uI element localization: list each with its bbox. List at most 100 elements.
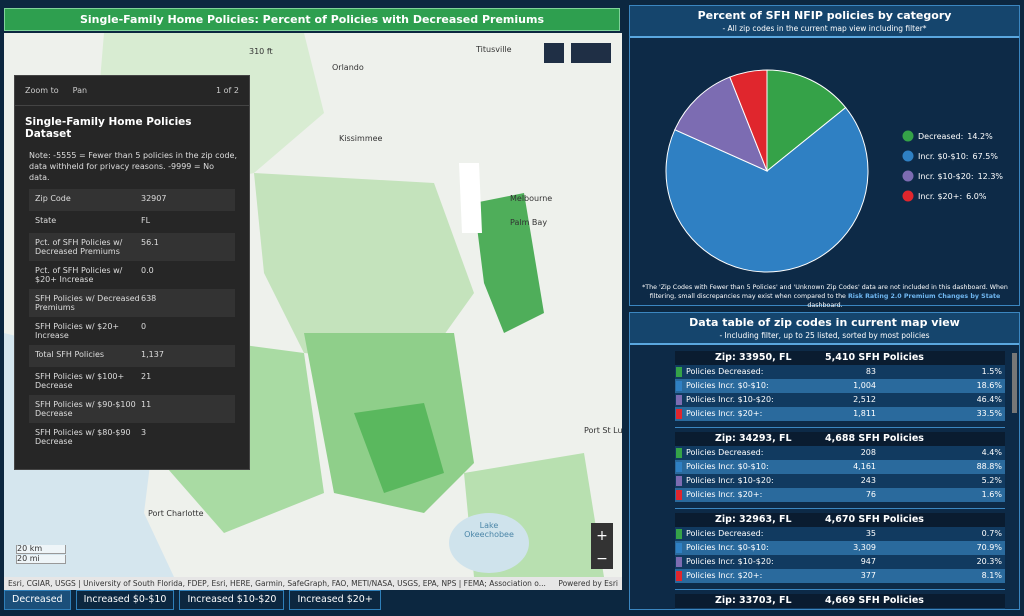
row-pct: 20.3% <box>976 557 1002 566</box>
popup: Zoom to Pan 1 of 2 Single-Family Home Po… <box>14 75 250 470</box>
field-value: 0 <box>141 322 147 331</box>
row-label: Policies Incr. $0-$10: <box>686 462 769 471</box>
row-pct: 4.4% <box>981 448 1002 457</box>
zoom-in[interactable]: + <box>596 528 608 544</box>
map-tools[interactable] <box>571 43 611 63</box>
field-value: 3 <box>141 428 147 437</box>
zip-area <box>254 173 474 363</box>
row-count: 208 <box>860 448 876 457</box>
zip-row: Policies Decreased: 35 0.7% <box>675 527 1005 541</box>
legend-swatch <box>902 130 914 142</box>
pager[interactable]: 1 of 2 <box>216 86 239 95</box>
dashboard-title: Single-Family Home Policies: Percent of … <box>4 8 620 31</box>
tab[interactable]: Decreased <box>4 590 71 610</box>
table-body: Zip: 33950, FL 5,410 SFH Policies Policies… <box>630 351 1019 609</box>
zoom-control[interactable] <box>591 523 613 569</box>
pie-slice <box>674 76 768 172</box>
row-pct: 5.2% <box>981 476 1002 485</box>
row-swatch <box>676 571 682 581</box>
row-pct: 1.6% <box>981 490 1002 499</box>
tab[interactable]: Increased $0-$10 <box>75 590 175 610</box>
scrollbar[interactable] <box>1012 353 1017 413</box>
tab[interactable]: Increased $10-$20 <box>179 590 285 610</box>
field-value: 638 <box>141 294 157 303</box>
zip-total: 4,670 SFH Policies <box>825 514 924 525</box>
zip-row: Policies Incr. $0-$10: 1,004 18.6% <box>675 379 1005 393</box>
table-subtitle: - Including filter, up to 25 listed, sor… <box>719 331 930 340</box>
row-swatch <box>676 448 682 458</box>
zip-block: Zip: 32963, FL 4,670 SFH Policies Policies… <box>675 508 1005 583</box>
powered-by: Powered by Esri <box>558 579 618 588</box>
zip-header: Zip: 32963, FL 4,670 SFH Policies <box>675 513 1005 527</box>
zip-row: Policies Incr. $0-$10: 3,309 70.9% <box>675 541 1005 555</box>
row-label: Policies Incr. $0-$10: <box>686 381 769 390</box>
legend-swatch <box>902 190 914 202</box>
zip-header: Zip: 33703, FL 4,669 SFH Policies <box>675 594 1005 608</box>
field-label: SFH Policies w/ Decreased Premiums <box>35 294 140 312</box>
map-label: Lake Okeechobee <box>464 521 514 539</box>
zip-row: Policies Incr. $0-$10: 4,161 88.8% <box>675 460 1005 474</box>
row-swatch <box>676 395 682 405</box>
pie-chart: Decreased: 14.2%Incr. $0-$10: 67.5%Incr. $… <box>665 69 1004 273</box>
zoom-out[interactable]: − <box>596 551 608 567</box>
field-label: SFH Policies w/ $90-$100 Decrease <box>35 400 136 418</box>
row-count: 35 <box>865 529 876 538</box>
zip-row: Policies Incr. $20+: 377 8.1% <box>675 569 1005 583</box>
zip-code: Zip: 33703, FL <box>715 595 792 606</box>
field-label: Zip Code <box>35 194 71 203</box>
pan[interactable]: Pan <box>72 86 88 95</box>
row-swatch <box>676 367 682 377</box>
row-label: Policies Incr. $20+: <box>686 571 763 580</box>
row-swatch <box>676 543 682 553</box>
pie-header: Percent of SFH NFIP policies by category… <box>630 6 1019 38</box>
zip-header: Zip: 33950, FL 5,410 SFH Policies <box>675 351 1005 365</box>
scale-bar: 20 mi <box>16 555 66 564</box>
field-value: 56.1 <box>141 238 159 247</box>
row-label: Policies Decreased: <box>686 529 764 538</box>
field-label: SFH Policies w/ $80-$90 Decrease <box>35 428 131 446</box>
map-label: Orlando <box>332 63 364 72</box>
field-row: SFH Policies w/ $80-$90 Decrease 3 <box>29 423 235 451</box>
legend-value: 12.3% <box>978 172 1004 181</box>
legend-swatch <box>902 150 914 162</box>
zip-block: Zip: 34293, FL 4,688 SFH Policies Policies… <box>675 427 1005 502</box>
field-row: State FL <box>29 211 235 233</box>
footnote-link[interactable]: Risk Rating 2.0 Premium Changes by State <box>847 293 1001 300</box>
row-label: Policies Incr. $10-$20: <box>686 395 774 404</box>
legend-label: Incr. $0-$10: 67.5% <box>918 152 998 161</box>
field-row: Total SFH Policies 1,137 <box>29 345 235 367</box>
row-count: 377 <box>860 571 876 580</box>
field-value: 0.0 <box>141 266 154 275</box>
field-label: SFH Policies w/ $20+ Increase <box>35 322 120 340</box>
field-value: 1,137 <box>141 350 164 359</box>
popup-toolbar: Zoom to Pan 1 of 2 <box>15 76 249 105</box>
field-row: Zip Code 32907 <box>29 189 235 211</box>
pie-subtitle: - All zip codes in the current map view … <box>722 24 927 33</box>
tab[interactable]: Increased $20+ <box>289 590 381 610</box>
row-count: 1,811 <box>853 409 876 418</box>
search-button[interactable] <box>544 43 564 63</box>
row-pct: 33.5% <box>976 409 1002 418</box>
row-count: 1,004 <box>853 381 876 390</box>
row-label: Policies Decreased: <box>686 367 764 376</box>
zoom-to[interactable]: Zoom to <box>25 86 59 95</box>
row-swatch <box>676 490 682 500</box>
footnote-text: *The 'Zip Codes with Fewer than 5 Polici… <box>642 284 1008 300</box>
row-label: Policies Incr. $20+: <box>686 490 763 499</box>
row-count: 243 <box>860 476 876 485</box>
field-label: Total SFH Policies <box>35 350 105 359</box>
row-count: 461 <box>806 608 876 609</box>
map-label: Kissimmee <box>339 134 383 143</box>
row-label: Policies Incr. $10-$20: <box>686 557 774 566</box>
zip-code: Zip: 32963, FL <box>715 514 792 525</box>
map-label: Titusville <box>476 45 512 54</box>
map-label: 310 ft <box>249 47 273 56</box>
zip-row: Policies Decreased: 208 4.4% <box>675 446 1005 460</box>
row-count: 83 <box>865 367 876 376</box>
popup-fields: Zip Code 32907 State FL Pct. of SFH Policies… <box>29 189 235 479</box>
attribution-text: Esri, CGIAR, USGS | University of South … <box>8 579 546 588</box>
field-value: 21 <box>141 372 152 381</box>
legend-category: Incr. $10-$20: <box>918 172 974 181</box>
zip-code: Zip: 33950, FL <box>715 352 792 363</box>
row-pct: 9.9% <box>876 608 1005 609</box>
